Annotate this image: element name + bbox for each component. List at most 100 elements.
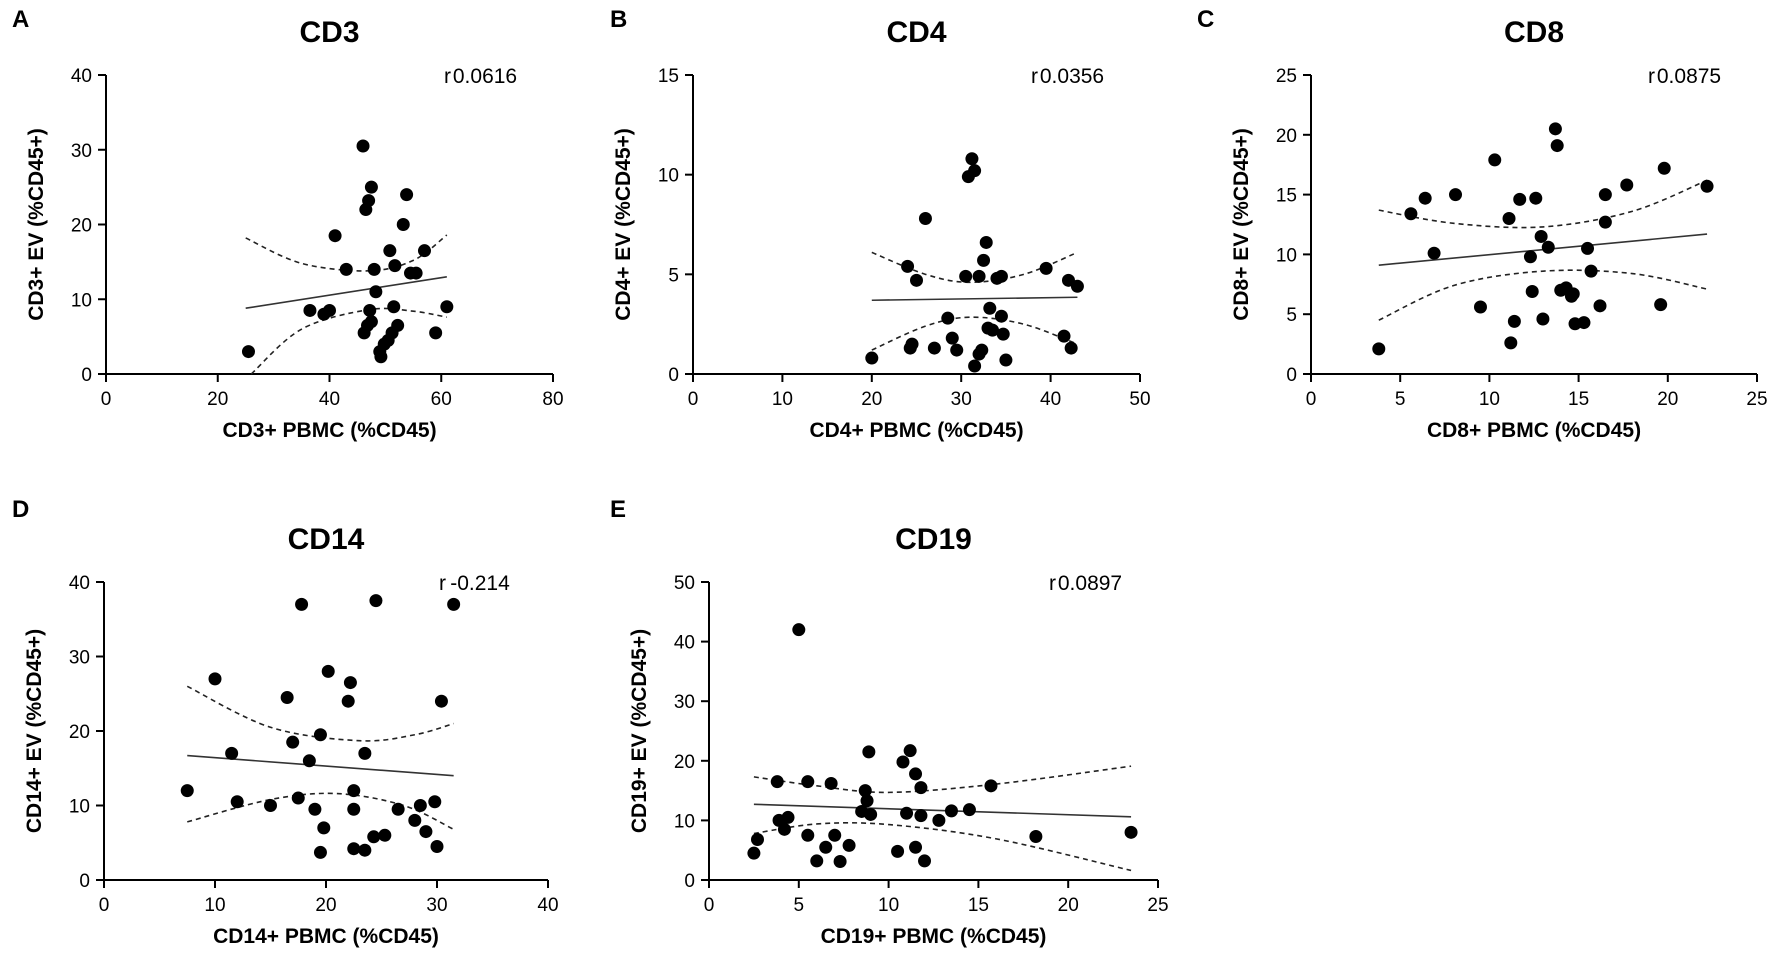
data-point [903,744,917,758]
r-label: r [1049,572,1056,595]
data-point [428,795,442,809]
data-point [833,855,847,869]
data-point [347,802,361,816]
data-point [1581,241,1595,255]
x-tick-label: 0 [99,895,110,916]
data-point [447,597,461,611]
data-point [1057,329,1071,343]
data-point [396,218,410,231]
data-point [965,152,979,166]
data-point [347,842,361,856]
y-tick-label: 0 [1286,365,1297,386]
data-point [1525,284,1539,298]
data-point [280,690,294,704]
y-tick-label: 0 [79,871,90,892]
data-point [430,839,444,853]
x-axis-label: CD14+ PBMC (%CD45) [213,925,439,948]
r-label: r [439,572,446,595]
x-tick-label: 40 [537,895,558,916]
data-point [1657,161,1671,175]
x-tick-label: 40 [1040,389,1061,410]
data-point [1577,316,1591,330]
data-point [241,345,255,359]
panel-letter: E [610,496,626,523]
x-tick-label: 30 [951,389,972,410]
x-tick-label: 0 [704,895,715,916]
x-tick-label: 25 [1746,389,1767,410]
y-tick-label: 25 [1276,66,1297,87]
y-tick-label: 40 [674,633,695,654]
x-tick-label: 10 [1479,389,1500,410]
data-point [1488,153,1502,167]
data-point [409,266,423,280]
data-point [909,767,923,781]
x-tick-label: 15 [968,895,989,916]
y-tick-label: 30 [71,141,92,162]
x-tick-label: 20 [315,895,336,916]
data-point [1372,342,1386,356]
data-point [1427,246,1441,260]
x-tick-label: 80 [542,389,563,410]
data-point [977,253,991,267]
data-point [313,728,327,742]
y-tick-label: 20 [1276,126,1297,147]
panel-letter: B [610,6,627,33]
data-point [291,791,305,805]
data-point [391,802,405,816]
data-point [750,832,764,846]
data-point [896,755,910,769]
data-point [801,775,815,789]
data-point [747,846,761,860]
data-point [369,594,383,608]
data-point [914,809,928,823]
y-axis-label: CD3+ EV (%CD45+) [25,128,48,321]
data-point [918,854,932,868]
data-point [927,341,941,355]
data-point [363,303,377,317]
data-point [313,845,327,859]
data-point [364,180,378,194]
data-point [1473,300,1487,314]
panel-a: A CD3 0 20 40 60 80 0 10 20 30 40 CD3+ PBMC (%CD45) C… [12,6,564,442]
data-point [914,781,928,795]
data-point [950,343,964,357]
data-point [1504,336,1518,350]
y-axis-label: CD14+ EV (%CD45+) [23,629,46,833]
y-tick-label: 40 [71,66,92,87]
data-point [1513,192,1527,206]
r-label: r [444,65,451,88]
data-point [1502,212,1516,226]
data-point [1620,178,1634,192]
x-tick-label: 20 [1657,389,1678,410]
data-point [356,139,370,153]
x-tick-label: 20 [207,389,228,410]
x-tick-label: 60 [431,389,452,410]
data-point [985,323,999,337]
data-point [909,840,923,854]
data-point [286,735,300,749]
x-tick-label: 10 [204,895,225,916]
panel-letter: A [12,6,29,33]
data-point [900,806,914,820]
panel-letter: D [12,496,29,523]
ci-lower-band [753,821,1132,872]
data-point [770,775,784,789]
data-point [1536,312,1550,326]
y-axis-label: CD4+ EV (%CD45+) [612,128,635,321]
x-axis-label: CD19+ PBMC (%CD45) [821,925,1047,948]
x-axis-label: CD8+ PBMC (%CD45) [1427,419,1641,442]
data-point [801,828,815,842]
ci-upper-band [186,685,454,742]
data-point [918,212,932,226]
data-point [417,244,431,258]
data-point [328,229,342,243]
data-point [388,259,402,273]
y-tick-label: 10 [1276,245,1297,266]
data-point [303,303,317,317]
data-point [968,359,982,373]
data-point [828,828,842,842]
data-point [1598,188,1612,202]
x-tick-label: 0 [688,389,699,410]
ci-lower-band [871,316,1078,351]
data-point [341,694,355,708]
